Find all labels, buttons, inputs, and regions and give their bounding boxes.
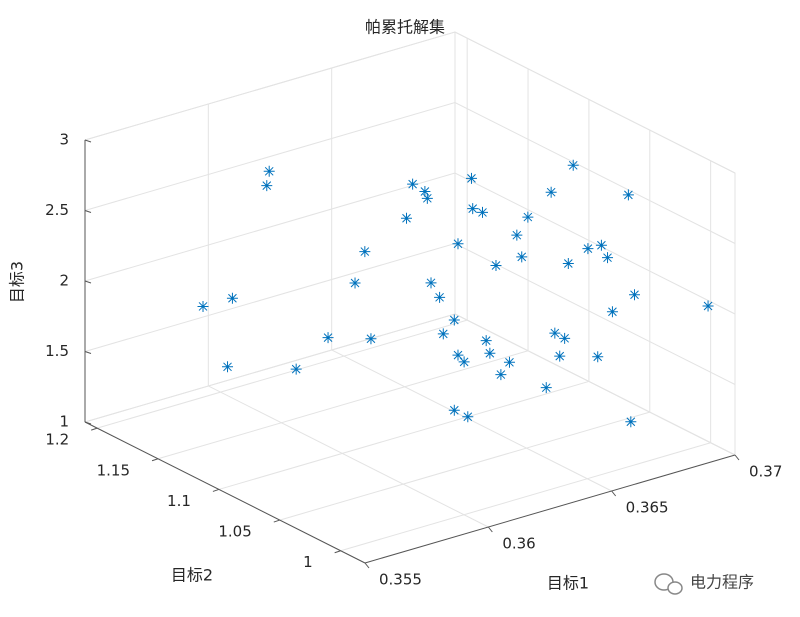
point	[511, 229, 523, 241]
point	[503, 356, 515, 368]
y-tick	[91, 427, 98, 431]
x-tick-label: 0.37	[749, 463, 782, 481]
x-tick	[611, 490, 617, 497]
y-tick-label: 1.05	[218, 523, 251, 541]
z-tick-label: 2	[59, 272, 69, 290]
z-tick	[84, 210, 92, 213]
point	[476, 206, 488, 218]
point	[437, 328, 449, 340]
z-tick	[84, 280, 92, 284]
z-axis-label: 目标3	[8, 261, 27, 303]
point	[625, 416, 637, 428]
x-tick	[734, 454, 740, 461]
x-tick-label: 0.36	[502, 535, 535, 553]
point	[554, 350, 566, 362]
point	[261, 180, 273, 192]
point	[540, 382, 552, 394]
x-axis-label: 目标1	[547, 574, 589, 593]
y-tick	[334, 550, 341, 554]
point	[516, 251, 528, 263]
point	[448, 404, 460, 416]
point	[549, 327, 561, 339]
point	[226, 292, 238, 304]
point	[349, 277, 361, 289]
point	[702, 300, 714, 312]
y-tick-label: 1	[303, 553, 313, 571]
point	[484, 347, 496, 359]
point	[222, 361, 234, 373]
y-tick	[151, 458, 159, 462]
point	[197, 300, 209, 312]
plot: 0.3550.360.3650.3711.051.11.151.211.522.…	[45, 31, 782, 589]
grid-line	[84, 313, 736, 456]
point	[602, 252, 614, 264]
point	[365, 333, 377, 345]
point	[629, 289, 641, 301]
y-tick	[273, 519, 280, 523]
point	[458, 356, 470, 368]
x-tick-label: 0.355	[379, 571, 422, 589]
point	[495, 369, 507, 381]
point	[562, 257, 574, 269]
point	[592, 351, 604, 363]
point	[522, 211, 534, 223]
x-tick	[487, 526, 493, 533]
point	[421, 192, 433, 204]
y-tick-label: 1.1	[167, 492, 191, 510]
point	[606, 306, 618, 318]
point	[322, 332, 334, 344]
y-axis-label: 目标2	[171, 566, 213, 585]
z-tick	[84, 351, 92, 354]
point	[595, 239, 607, 251]
z-tick-label: 1.5	[45, 342, 69, 360]
point	[465, 172, 477, 184]
watermark-icon	[654, 573, 683, 595]
point	[467, 203, 479, 215]
point	[419, 185, 431, 197]
point	[622, 189, 634, 201]
point	[462, 411, 474, 423]
x-tick-label: 0.365	[626, 499, 669, 517]
point	[490, 260, 502, 272]
x-axis	[364, 454, 736, 564]
y-tick-label: 1.2	[45, 431, 69, 449]
point	[401, 212, 413, 224]
point	[559, 332, 571, 344]
point	[425, 277, 437, 289]
point	[434, 291, 446, 303]
point	[452, 238, 464, 250]
point	[567, 159, 579, 171]
y-tick-label: 1.15	[97, 461, 130, 479]
point	[480, 335, 492, 347]
watermark: 电力程序	[690, 573, 754, 592]
grid-line	[84, 31, 736, 174]
point	[582, 243, 594, 255]
grid-line	[84, 101, 736, 244]
y-tick	[212, 488, 220, 492]
point	[359, 246, 371, 258]
z-tick	[84, 139, 92, 143]
point	[452, 349, 464, 361]
x-tick	[364, 562, 370, 569]
point	[407, 178, 419, 190]
z-tick-label: 3	[59, 131, 69, 149]
z-tick-label: 2.5	[45, 201, 69, 219]
point	[448, 314, 460, 326]
z-tick-label: 1	[59, 413, 69, 431]
point	[263, 165, 275, 177]
grid-line	[84, 172, 736, 315]
chart-title: 帕累托解集	[365, 18, 445, 37]
y-axis	[84, 421, 366, 564]
point	[545, 186, 557, 198]
point	[290, 363, 302, 375]
